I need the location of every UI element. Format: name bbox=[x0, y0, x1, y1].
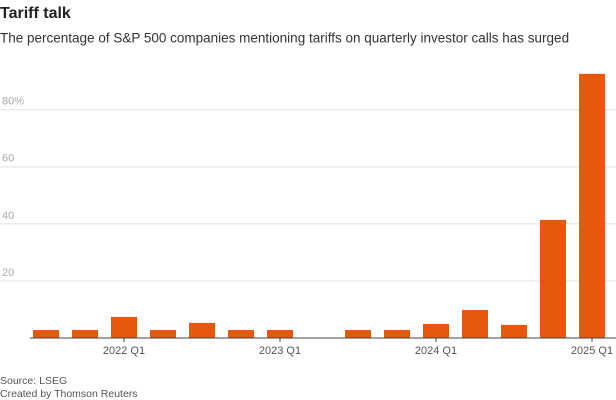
bar bbox=[501, 324, 527, 338]
x-tick-label: 2025 Q1 bbox=[571, 345, 613, 357]
bar bbox=[33, 330, 59, 338]
bar bbox=[579, 73, 605, 338]
bar bbox=[462, 310, 488, 338]
bar bbox=[189, 322, 215, 338]
y-tick-label: 20 bbox=[2, 267, 14, 279]
bar bbox=[72, 330, 98, 338]
bar bbox=[111, 316, 137, 338]
bar bbox=[423, 324, 449, 338]
bar bbox=[540, 219, 566, 338]
x-tick-label: 2023 Q1 bbox=[259, 345, 301, 357]
bar bbox=[345, 330, 371, 338]
x-tick-label: 2022 Q1 bbox=[103, 345, 145, 357]
source: Source: LSEG bbox=[0, 375, 67, 387]
bar bbox=[267, 330, 293, 338]
chart-title: Tariff talk bbox=[0, 5, 71, 22]
y-tick-label: 80% bbox=[2, 96, 24, 108]
x-tick-label: 2024 Q1 bbox=[415, 345, 457, 357]
y-tick-label: 40 bbox=[2, 210, 14, 222]
chart-subtitle: The percentage of S&P 500 companies ment… bbox=[0, 31, 569, 46]
credit: Created by Thomson Reuters bbox=[0, 388, 138, 400]
bar bbox=[150, 330, 176, 338]
y-tick-label: 60 bbox=[2, 153, 14, 165]
bar bbox=[384, 330, 410, 338]
bar bbox=[228, 330, 254, 338]
